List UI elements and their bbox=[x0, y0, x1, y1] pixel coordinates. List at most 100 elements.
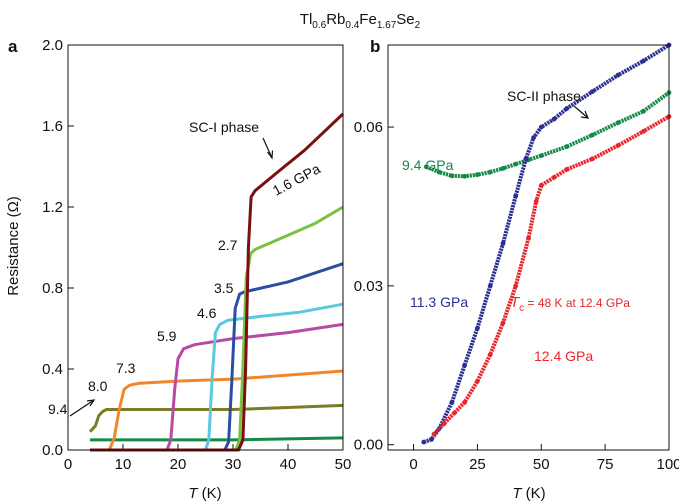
a-xtick-label: 50 bbox=[335, 456, 352, 473]
b-data-point bbox=[523, 156, 529, 162]
tc-annotation: Tc = 48 K at 12.4 GPa bbox=[510, 294, 630, 314]
a-xtick-label: 20 bbox=[170, 456, 187, 473]
b-data-point bbox=[641, 58, 646, 64]
b-series-line bbox=[432, 114, 671, 436]
b-data-point bbox=[531, 135, 536, 141]
b-ytick-label: 0.06 bbox=[354, 119, 383, 136]
a-xtick-label: 0 bbox=[64, 456, 72, 473]
panel-b-frame bbox=[387, 44, 670, 451]
a-ytick-label: 0.0 bbox=[42, 442, 63, 459]
a-series-line bbox=[88, 403, 344, 433]
b-data-point bbox=[590, 132, 595, 138]
b-data-point bbox=[590, 89, 595, 94]
b-data-point bbox=[431, 431, 437, 437]
b-data-point bbox=[462, 362, 467, 368]
label-b-9-4-gpa: 9.4 GPa bbox=[402, 157, 454, 173]
b-series-line bbox=[423, 43, 671, 444]
b-data-point bbox=[526, 235, 531, 241]
b-data-point bbox=[487, 169, 493, 175]
b-data-point bbox=[551, 116, 557, 122]
b-data-point bbox=[615, 120, 621, 126]
panel-b-label: b bbox=[370, 37, 380, 56]
b-xtick-label: 25 bbox=[469, 456, 486, 473]
a-ytick-label: 0.8 bbox=[42, 280, 63, 297]
b-data-point bbox=[441, 421, 447, 426]
panel-a-xlabel: T (K) bbox=[188, 485, 221, 502]
a-ytick-label: 2.0 bbox=[42, 37, 63, 54]
b-data-point bbox=[462, 173, 467, 179]
a-xtick-label: 40 bbox=[280, 456, 297, 473]
panel-a-label: a bbox=[8, 37, 18, 56]
b-data-point bbox=[475, 378, 480, 384]
b-data-point bbox=[564, 144, 570, 150]
b-data-point bbox=[436, 169, 442, 175]
label-5-9: 5.9 bbox=[157, 328, 177, 344]
label-7-3: 7.3 bbox=[116, 360, 136, 376]
b-data-point bbox=[590, 156, 595, 162]
label-8-0: 8.0 bbox=[88, 378, 108, 394]
b-data-point bbox=[500, 166, 506, 171]
label-b-11-3-gpa: 11.3 GPa bbox=[410, 294, 468, 310]
b-data-point bbox=[462, 400, 467, 405]
b-xtick-label: 75 bbox=[597, 456, 614, 473]
b-series-line bbox=[425, 90, 671, 179]
label-2-7: 2.7 bbox=[218, 237, 238, 253]
b-data-point bbox=[533, 198, 539, 204]
label-9-4: 9.4 bbox=[48, 401, 68, 417]
panel-a: a Resistance (Ω) T (K) 0 10 20 30 40 50 0.0 0.4… bbox=[5, 37, 351, 502]
b-data-point bbox=[500, 241, 506, 246]
a-series-line bbox=[90, 322, 344, 452]
b-data-point bbox=[487, 352, 493, 358]
panel-a-ylabel: Resistance (Ω) bbox=[5, 196, 22, 296]
a-ytick-label: 0.4 bbox=[42, 361, 63, 378]
b-data-point bbox=[615, 72, 621, 78]
b-ytick-label: 0.03 bbox=[354, 278, 383, 295]
b-data-point bbox=[538, 124, 544, 130]
b-data-point bbox=[513, 161, 519, 167]
a-series-line bbox=[90, 262, 344, 452]
b-data-point bbox=[538, 182, 544, 188]
label-3-5: 3.5 bbox=[214, 280, 234, 296]
b-data-point bbox=[423, 164, 429, 170]
panel-a-frame bbox=[67, 44, 344, 451]
b-data-point bbox=[449, 400, 455, 405]
a-xtick-label: 10 bbox=[115, 456, 132, 473]
label-1-6-gpa: 1.6 GPa bbox=[270, 160, 323, 198]
panel-b: b T (K) 0 25 50 75 100 0.00 0.03 0.06 SC-II pha… bbox=[354, 37, 679, 502]
b-data-point bbox=[449, 173, 455, 179]
a-series-line bbox=[90, 436, 344, 442]
b-data-point bbox=[421, 439, 427, 445]
b-data-point bbox=[551, 175, 557, 180]
a-ytick-label: 1.6 bbox=[42, 118, 63, 135]
b-xtick-label: 100 bbox=[656, 456, 679, 473]
b-data-point bbox=[538, 153, 544, 159]
b-data-point bbox=[564, 106, 570, 111]
a-series-line bbox=[90, 369, 344, 452]
a-series-line bbox=[90, 112, 345, 452]
b-data-point bbox=[615, 143, 621, 149]
b-xtick-label: 0 bbox=[409, 456, 417, 473]
annotation-arrows-a bbox=[69, 137, 274, 417]
b-data-point bbox=[564, 167, 570, 172]
b-data-point bbox=[641, 128, 646, 134]
annotation-sc1: SC-I phase bbox=[189, 119, 259, 135]
b-xtick-label: 50 bbox=[533, 456, 550, 473]
b-ytick-label: 0.00 bbox=[354, 437, 383, 454]
figure-title: Tl0.6Rb0.4Fe1.67Se2 bbox=[300, 11, 421, 31]
b-data-point bbox=[429, 437, 434, 442]
b-data-point bbox=[513, 283, 519, 289]
b-data-point bbox=[452, 410, 457, 416]
b-data-point bbox=[475, 325, 480, 331]
b-data-point bbox=[641, 108, 646, 114]
b-data-point bbox=[487, 283, 493, 289]
a-ytick-label: 1.2 bbox=[42, 199, 63, 216]
label-4-6: 4.6 bbox=[197, 305, 217, 321]
b-data-point bbox=[475, 172, 480, 178]
b-data-point bbox=[500, 320, 506, 326]
annotation-arrow-b bbox=[573, 105, 589, 119]
a-xtick-label: 30 bbox=[225, 456, 242, 473]
a-series-line bbox=[90, 302, 344, 452]
annotation-sc2: SC-II phase bbox=[507, 88, 581, 104]
panel-b-xlabel: T (K) bbox=[512, 485, 545, 502]
